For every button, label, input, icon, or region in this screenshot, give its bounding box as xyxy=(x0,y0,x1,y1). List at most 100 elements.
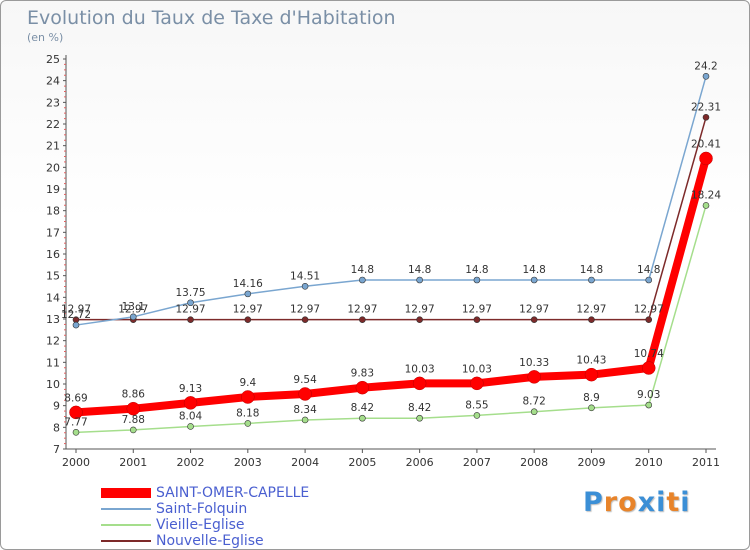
data-label: 14.8 xyxy=(580,264,603,276)
x-tick-label: 2009 xyxy=(577,456,605,469)
data-label: 18.24 xyxy=(691,189,721,201)
data-point xyxy=(72,429,80,436)
data-point xyxy=(473,276,481,284)
series-line-saint-folquin xyxy=(75,75,707,326)
data-point xyxy=(645,316,653,323)
data-point xyxy=(244,420,252,427)
legend-label: Nouvelle-Eglise xyxy=(156,533,264,549)
data-point xyxy=(187,423,194,430)
data-point xyxy=(359,316,366,323)
legend-label: SAINT-OMER-CAPELLE xyxy=(156,485,310,501)
data-point xyxy=(301,416,309,424)
data-label: 14.8 xyxy=(351,264,374,276)
x-tick-label: 2000 xyxy=(62,456,90,469)
legend-label: Vieille-Eglise xyxy=(156,517,245,533)
logo-letter: o xyxy=(618,487,638,518)
data-point xyxy=(416,316,423,323)
data-point xyxy=(473,412,481,419)
x-tick-label: 2011 xyxy=(692,456,720,469)
data-point xyxy=(187,316,194,323)
data-label: 9.83 xyxy=(351,368,374,380)
data-point xyxy=(187,299,194,307)
data-label: 8.34 xyxy=(293,404,317,416)
y-tick-label: 21 xyxy=(46,140,60,153)
data-point xyxy=(126,401,141,416)
y-tick-label: 22 xyxy=(46,118,60,131)
chart-subtitle: (en %) xyxy=(27,31,64,44)
y-tick-label: 8 xyxy=(53,421,60,434)
data-point xyxy=(298,387,312,401)
x-tick-label: 2010 xyxy=(635,456,663,469)
data-point xyxy=(584,367,599,382)
data-label: 7.88 xyxy=(122,414,145,426)
data-point xyxy=(530,316,538,323)
data-label: 12.97 xyxy=(347,304,377,316)
x-tick-label: 2008 xyxy=(520,456,548,469)
data-label: 14.16 xyxy=(233,278,263,290)
data-label: 14.8 xyxy=(522,264,545,276)
data-point xyxy=(416,414,423,422)
x-tick-label: 2006 xyxy=(406,456,434,469)
data-label: 8.55 xyxy=(465,399,488,411)
data-point xyxy=(416,276,423,284)
legend-label: Saint-Folquin xyxy=(156,501,248,517)
data-label: 10.33 xyxy=(519,357,549,369)
y-tick-label: 15 xyxy=(46,270,60,283)
y-tick-label: 16 xyxy=(46,248,60,261)
y-tick-label: 20 xyxy=(46,161,60,174)
data-label: 24.2 xyxy=(694,60,717,72)
data-label: 22.31 xyxy=(691,101,721,113)
y-tick-label: 17 xyxy=(46,226,60,239)
data-point xyxy=(355,380,370,395)
y-tick-label: 7 xyxy=(53,443,60,456)
data-point xyxy=(244,290,252,298)
logo-letter: t xyxy=(666,487,681,518)
data-label: 8.69 xyxy=(64,392,87,404)
y-tick-label: 23 xyxy=(46,96,60,109)
data-point xyxy=(641,361,656,375)
data-label: 8.04 xyxy=(179,410,203,422)
data-label: 12.97 xyxy=(176,304,206,316)
y-tick-label: 18 xyxy=(46,205,60,218)
data-label: 8.86 xyxy=(122,389,146,401)
data-point xyxy=(588,276,595,284)
data-label: 9.13 xyxy=(179,383,202,395)
data-label: 12.97 xyxy=(519,304,549,316)
data-label: 10.43 xyxy=(576,355,606,367)
data-label: 14.51 xyxy=(290,270,320,282)
data-point xyxy=(129,426,137,434)
data-point xyxy=(241,390,255,404)
y-tick-label: 10 xyxy=(46,378,60,391)
proxiti-logo: Proxiti xyxy=(583,487,691,518)
y-tick-label: 9 xyxy=(53,400,60,413)
logo-letter: x xyxy=(637,487,657,518)
data-point xyxy=(244,316,252,323)
legend-swatch xyxy=(101,524,151,526)
data-label: 8.42 xyxy=(408,402,431,414)
chart-title: Evolution du Taux de Taxe d'Habitation xyxy=(27,7,396,29)
data-label: 12.97 xyxy=(576,304,606,316)
data-point xyxy=(301,316,309,323)
data-point xyxy=(72,321,80,329)
data-point xyxy=(470,376,484,391)
data-point xyxy=(645,276,653,284)
data-point xyxy=(530,408,538,416)
y-tick-label: 25 xyxy=(46,53,60,66)
data-label: 10.74 xyxy=(634,348,664,360)
data-label: 20.41 xyxy=(691,138,721,150)
y-tick-label: 24 xyxy=(46,75,60,88)
data-label: 12.97 xyxy=(118,304,148,316)
series-line-saint-omer-capelle xyxy=(72,154,710,417)
data-label: 12.72 xyxy=(61,309,91,321)
legend-swatch xyxy=(101,488,151,498)
legend-swatch xyxy=(101,540,151,542)
logo-letter: P xyxy=(583,487,604,518)
data-point xyxy=(527,370,541,384)
y-tick-label: 12 xyxy=(46,335,60,348)
data-point xyxy=(699,151,713,166)
series-line-vieille-eglise xyxy=(75,204,707,434)
data-label: 8.18 xyxy=(236,407,259,419)
logo-letter: r xyxy=(603,487,619,518)
data-point xyxy=(645,401,653,409)
